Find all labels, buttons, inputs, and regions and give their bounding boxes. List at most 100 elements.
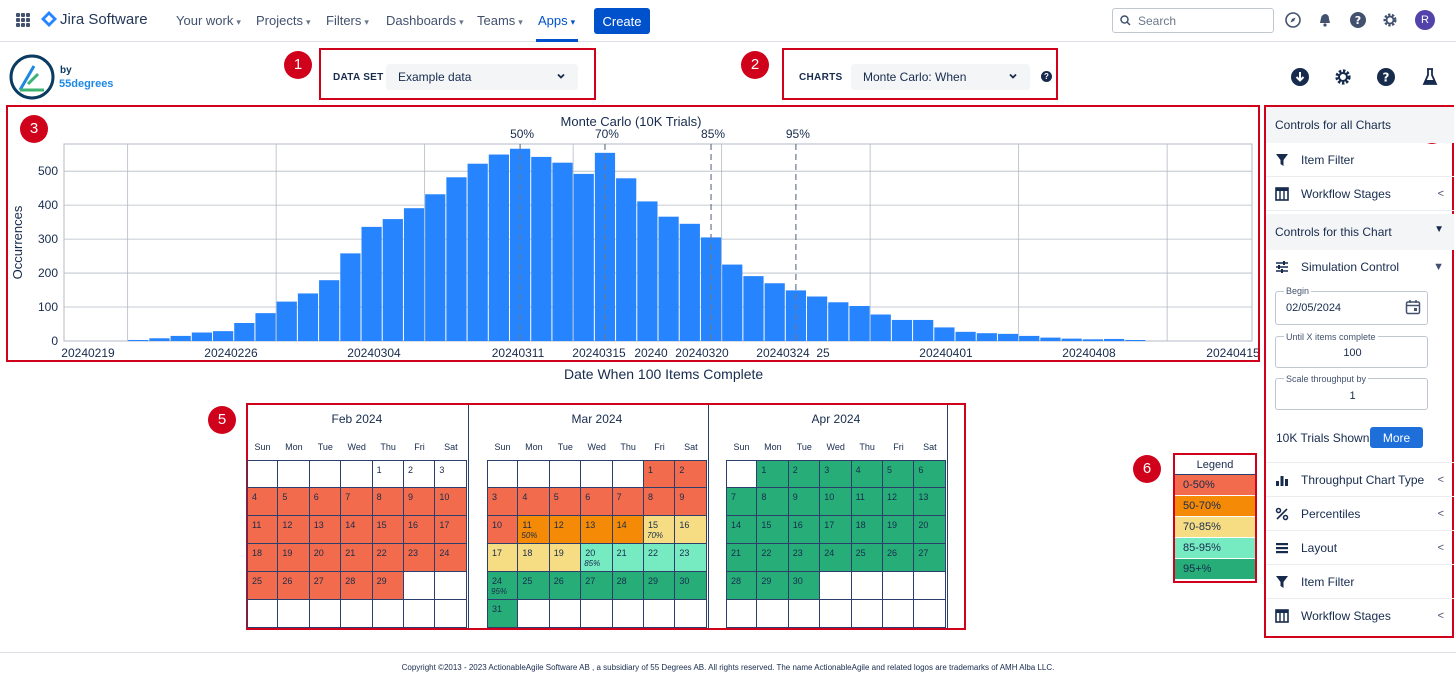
histogram-bar — [446, 177, 467, 341]
chevron-down-icon: ▾ — [459, 17, 464, 27]
histogram-bar — [828, 302, 849, 341]
histogram-bar — [488, 154, 509, 341]
settings-gear-icon[interactable] — [1333, 67, 1353, 87]
calendar-day-cell: 5 — [549, 488, 582, 516]
chevron-down-icon: ▼ — [1434, 224, 1444, 235]
chevron-down-icon: ▾ — [236, 17, 241, 27]
throughput-chart-type-control[interactable]: Throughput Chart Type < — [1266, 463, 1454, 497]
calendar-day-cell: 28 — [726, 572, 758, 600]
app-switcher-icon[interactable] — [16, 13, 30, 27]
item-filter-control[interactable]: Item Filter — [1266, 143, 1454, 177]
jira-brand[interactable]: Jira Software — [60, 11, 148, 28]
calendar-day-cell: 26 — [549, 572, 582, 600]
chart-help-icon[interactable]: ? — [1041, 71, 1052, 82]
percentile-label: 95% — [786, 127, 810, 141]
nav-filters[interactable]: Filters ▾ — [326, 13, 369, 28]
nav-projects[interactable]: Projects ▾ — [256, 13, 311, 28]
x-tick-label: 20240401 — [919, 346, 973, 360]
calendar-day-cell — [247, 600, 279, 628]
charts-select[interactable]: Monte Carlo: When — [851, 64, 1030, 90]
calendar-weekday-label: Thu — [859, 442, 875, 452]
calendar-weekday-label: Fri — [654, 442, 665, 452]
chart-x-axis-title: Date When 100 Items Complete — [564, 366, 764, 382]
calendar-day-cell — [820, 572, 852, 600]
calendar-day-cell — [404, 600, 436, 628]
svg-text:?: ? — [1383, 71, 1390, 85]
nav-dashboards[interactable]: Dashboards ▾ — [386, 13, 464, 28]
controls-this-chart: Controls for this Chart ▼ Simulation Con… — [1266, 214, 1454, 284]
settings-gear-icon[interactable] — [1381, 11, 1399, 29]
calendar-day-cell — [851, 572, 883, 600]
histogram-bar — [870, 314, 891, 341]
help-icon[interactable]: ? — [1349, 11, 1367, 29]
calendar-month-divider — [707, 405, 709, 629]
calendar-day-cell — [883, 572, 915, 600]
more-button[interactable]: More — [1370, 427, 1423, 448]
nav-apps[interactable]: Apps ▾ — [538, 13, 575, 28]
search-input[interactable]: Search — [1112, 8, 1274, 33]
create-button[interactable]: Create — [594, 8, 650, 34]
percentiles-control[interactable]: Percentiles < — [1266, 497, 1454, 531]
compass-icon[interactable] — [1284, 11, 1302, 29]
charts-value: Monte Carlo: When — [863, 70, 967, 84]
calendar-day-cell: 30 — [675, 572, 707, 600]
x-tick-label: 20240415 — [1206, 346, 1258, 360]
histogram-bar — [361, 226, 382, 341]
calendar-weekday-label: Sat — [684, 442, 698, 452]
chevron-down-icon — [1009, 73, 1017, 79]
calendar-day-cell — [757, 600, 789, 628]
calendar-weekday-label: Sat — [444, 442, 458, 452]
calendar-day-cell: 1 — [644, 460, 676, 488]
calendar-icon[interactable] — [1405, 299, 1421, 315]
simulation-control[interactable]: Simulation Control ▼ — [1266, 250, 1454, 284]
calendar-day-cell — [278, 460, 310, 488]
dataset-label: DATA SET — [333, 72, 384, 83]
calendar-month-title: Feb 2024 — [331, 412, 383, 426]
calendar-day-cell — [820, 600, 852, 628]
nav-active-underline — [536, 39, 578, 42]
help-icon[interactable]: ? — [1376, 67, 1396, 87]
calendar-day-cell: 16 — [675, 516, 707, 544]
percentile-label: 85% — [701, 127, 725, 141]
download-icon[interactable] — [1290, 67, 1310, 87]
workflow-stages-control[interactable]: Workflow Stages < — [1266, 177, 1454, 211]
histogram-bar — [276, 301, 297, 341]
until-items-field[interactable]: Until X items complete 100 — [1275, 332, 1428, 368]
table-columns-icon — [1275, 609, 1289, 623]
plot-area — [63, 143, 1253, 342]
jira-logo-icon[interactable] — [41, 11, 57, 27]
callout-badge-5: 5 — [208, 406, 236, 434]
calendar-weekday-label: Wed — [347, 442, 366, 452]
calendar-day-cell: 21 — [341, 544, 373, 572]
controls-all-charts-title: Controls for all Charts — [1266, 107, 1454, 143]
histogram-bar — [637, 201, 658, 341]
workflow-stages-control-2[interactable]: Workflow Stages < — [1266, 599, 1454, 633]
until-label: Until X items complete — [1284, 332, 1378, 342]
calendar-day-cell: 4 — [851, 460, 883, 488]
charts-highlight-box — [782, 48, 1058, 100]
histogram-bar — [297, 293, 319, 341]
histogram-bar — [616, 178, 637, 341]
histogram-bar — [976, 333, 997, 341]
calendar-day-cell: 20 85% — [581, 544, 613, 572]
item-filter-control-2[interactable]: Item Filter — [1266, 565, 1454, 599]
dataset-select[interactable]: Example data — [386, 64, 578, 90]
user-avatar[interactable]: R — [1415, 10, 1435, 30]
layout-control[interactable]: Layout < — [1266, 531, 1454, 565]
lab-flask-icon[interactable] — [1420, 67, 1440, 87]
calendar-day-cell: 22 — [644, 544, 676, 572]
calendar-day-cell: 14 — [726, 516, 758, 544]
calendar-weekday-label: Tue — [317, 442, 333, 452]
nav-your-work[interactable]: Your work ▾ — [176, 13, 241, 28]
calendar-day-cell: 24 95% — [487, 572, 519, 600]
controls-this-chart-title[interactable]: Controls for this Chart ▼ — [1266, 214, 1454, 250]
calendar-day-cell — [404, 572, 436, 600]
begin-date-field[interactable]: Begin 02/05/2024 — [1275, 286, 1428, 325]
legend-item-70-85: 70-85% — [1175, 517, 1255, 538]
histogram-bar — [403, 208, 425, 341]
x-tick-label: 20240219 — [61, 346, 115, 360]
nav-teams[interactable]: Teams ▾ — [477, 13, 523, 28]
notifications-icon[interactable] — [1316, 11, 1334, 29]
calendar-weekday-label: Thu — [380, 442, 396, 452]
scale-throughput-field[interactable]: Scale throughput by 1 — [1275, 374, 1428, 410]
